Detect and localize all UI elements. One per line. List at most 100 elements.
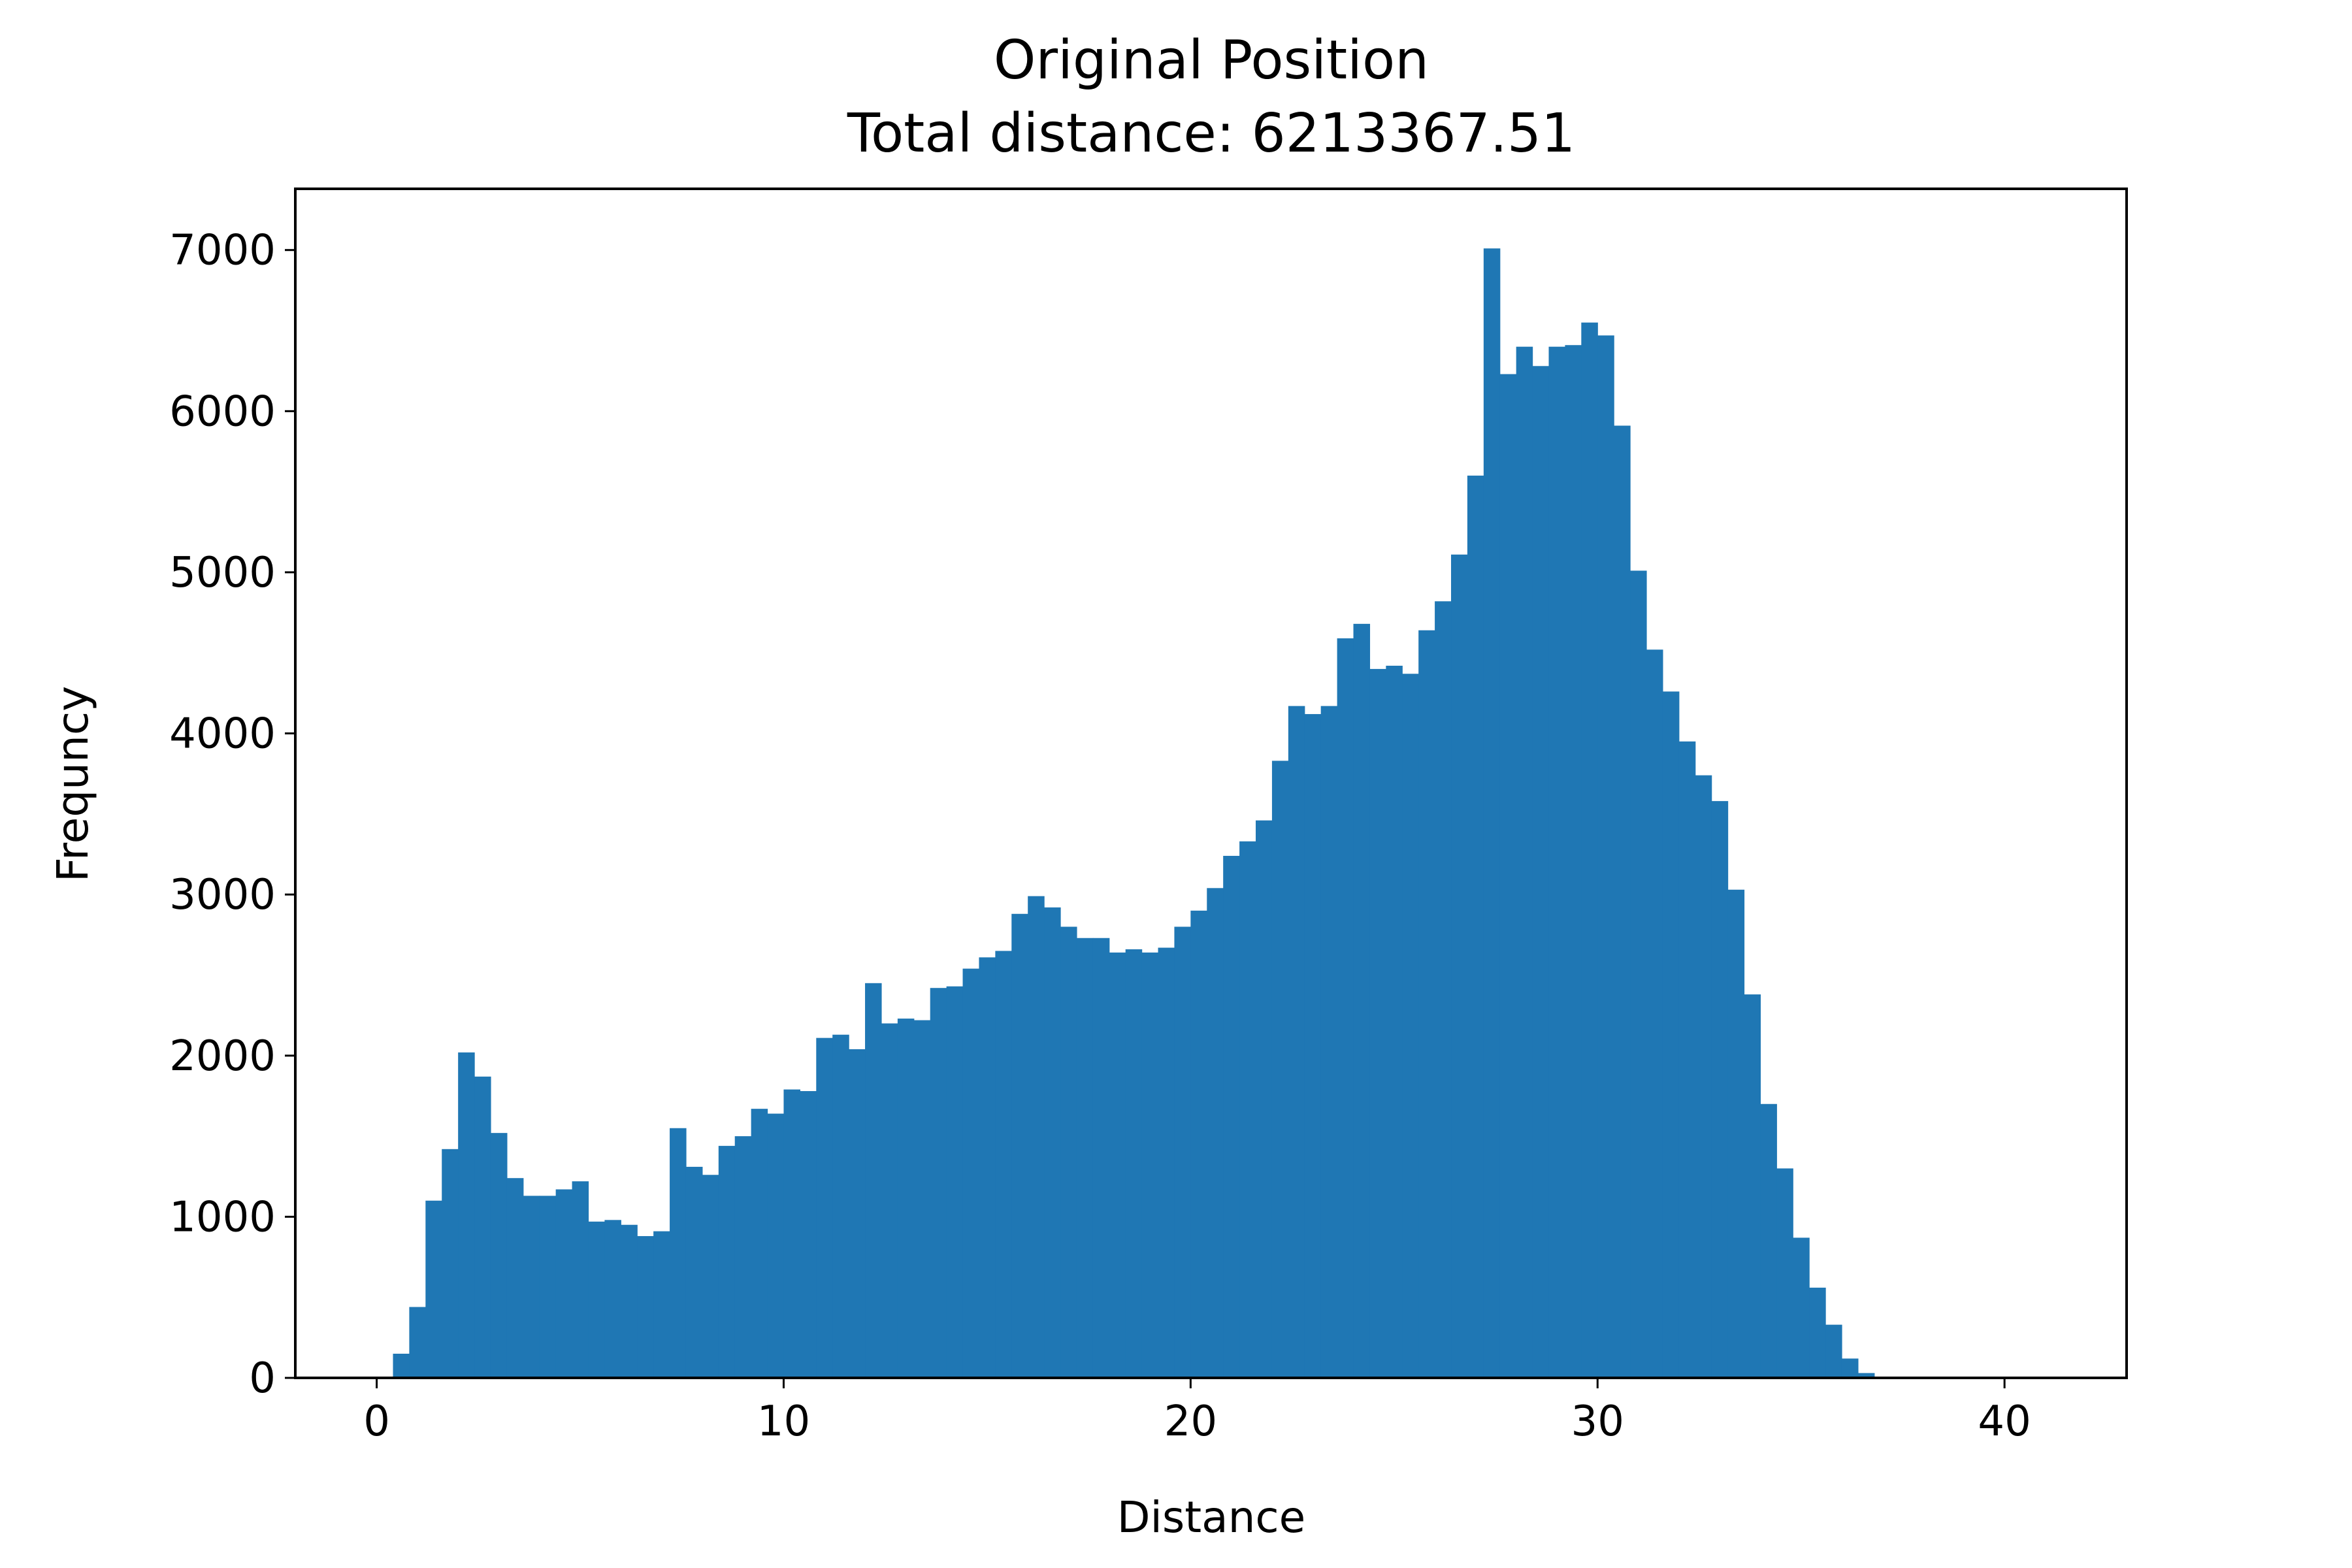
histogram-bar [458, 1052, 475, 1378]
histogram-bar [1092, 938, 1110, 1378]
histogram-bar [1239, 841, 1256, 1378]
histogram-bar [1207, 888, 1224, 1378]
histogram-bar [881, 1023, 898, 1378]
histogram-bar [1109, 952, 1126, 1378]
histogram-bars [393, 248, 1875, 1379]
histogram-bar [653, 1231, 670, 1378]
histogram-bar [1760, 1103, 1777, 1378]
histogram-bar [1662, 691, 1680, 1378]
plot-frame [294, 188, 2128, 1379]
histogram-bar [1825, 1324, 1842, 1378]
histogram-bar [1320, 706, 1338, 1378]
histogram-bar [588, 1221, 605, 1378]
histogram-bar [1499, 374, 1517, 1379]
histogram-bar [1076, 938, 1094, 1378]
chart-title: Original Position [994, 29, 1429, 91]
histogram-bar [800, 1091, 817, 1378]
histogram-bar [523, 1196, 540, 1378]
histogram-bar [1435, 601, 1452, 1379]
histogram-bar [1418, 630, 1435, 1378]
histogram-bar [1451, 554, 1468, 1378]
histogram-bar [734, 1136, 752, 1378]
histogram-bar [1158, 947, 1175, 1378]
histogram-bar [637, 1235, 654, 1378]
y-axis-ticks: 0 1000 2000 3000 4000 5000 6000 7000 [169, 227, 295, 1403]
x-tick-label: 10 [757, 1397, 810, 1446]
histogram-bar [1857, 1373, 1875, 1378]
histogram-bar [1793, 1237, 1810, 1378]
y-tick-label: 4000 [169, 710, 276, 759]
histogram-bar [621, 1224, 638, 1378]
histogram-bar [1271, 760, 1289, 1378]
histogram-bar [1190, 910, 1207, 1378]
histogram-bar [604, 1220, 621, 1378]
histogram-bar [1337, 638, 1354, 1378]
histogram-bar [572, 1181, 589, 1378]
x-axis-label: Distance [1117, 1492, 1306, 1543]
histogram-bar [1678, 741, 1696, 1378]
histogram-bar [506, 1178, 524, 1378]
y-tick-label: 3000 [169, 871, 276, 919]
histogram-bar [442, 1149, 459, 1378]
histogram-bar [1141, 952, 1159, 1378]
x-tick-label: 40 [1978, 1397, 2031, 1446]
histogram-bar [783, 1089, 800, 1378]
histogram-bar [1646, 649, 1663, 1378]
y-tick-label: 7000 [169, 227, 276, 275]
y-tick-label: 5000 [169, 549, 276, 597]
histogram-bar [962, 968, 980, 1378]
histogram-bar [897, 1019, 915, 1378]
histogram-bar [702, 1175, 719, 1378]
histogram-bar [1809, 1287, 1826, 1378]
histogram-bar [1256, 820, 1273, 1378]
histogram-bar [995, 951, 1012, 1378]
histogram-bar [474, 1076, 491, 1378]
histogram-bar [539, 1196, 557, 1378]
histogram-bar [1386, 665, 1403, 1378]
histogram-bar [1369, 668, 1386, 1378]
histogram-bar [718, 1145, 736, 1378]
histogram-bar [1581, 322, 1598, 1378]
histogram-bar [979, 957, 996, 1378]
histogram-bar [913, 1020, 931, 1378]
histogram-bar [1467, 475, 1484, 1378]
y-tick-label: 0 [249, 1354, 276, 1403]
histogram-bar [1223, 855, 1240, 1378]
histogram-bar [1841, 1358, 1859, 1378]
x-tick-label: 30 [1571, 1397, 1624, 1446]
histogram-bar [865, 983, 882, 1378]
histogram-bar [1174, 926, 1191, 1378]
histogram-bar [1402, 674, 1419, 1378]
histogram-bar [409, 1307, 426, 1378]
histogram-bar [490, 1133, 508, 1378]
histogram-bar [1516, 346, 1533, 1379]
histogram-bar [1125, 949, 1143, 1378]
histogram-bar [1483, 248, 1501, 1379]
chart-subtitle: Total distance: 6213367.51 [847, 103, 1575, 165]
histogram-bar [767, 1113, 785, 1378]
histogram-bar [1744, 994, 1761, 1378]
histogram-bar [1630, 570, 1647, 1378]
histogram-bar [832, 1034, 849, 1378]
histogram-bar [1548, 346, 1566, 1379]
histogram-bar [1532, 366, 1550, 1379]
histogram-bar [555, 1189, 573, 1378]
histogram-bar [1711, 801, 1729, 1378]
histogram-bar [1695, 775, 1712, 1378]
histogram-bar [670, 1128, 687, 1378]
x-axis-ticks: 0 10 20 30 40 [363, 1378, 2031, 1446]
x-tick-label: 0 [363, 1397, 390, 1446]
histogram-bar [1028, 896, 1045, 1378]
histogram-bar [1011, 913, 1028, 1378]
histogram-bar [425, 1200, 442, 1378]
histogram-bar [1776, 1168, 1793, 1378]
histogram-bar [930, 988, 947, 1378]
histogram-bar [1614, 425, 1631, 1379]
x-tick-label: 20 [1164, 1397, 1217, 1446]
histogram-bar [946, 986, 964, 1378]
histogram-bar [816, 1037, 833, 1378]
y-axis-label: Frequncy [48, 686, 98, 882]
histogram-bar [1597, 335, 1614, 1378]
y-tick-label: 1000 [169, 1193, 276, 1241]
